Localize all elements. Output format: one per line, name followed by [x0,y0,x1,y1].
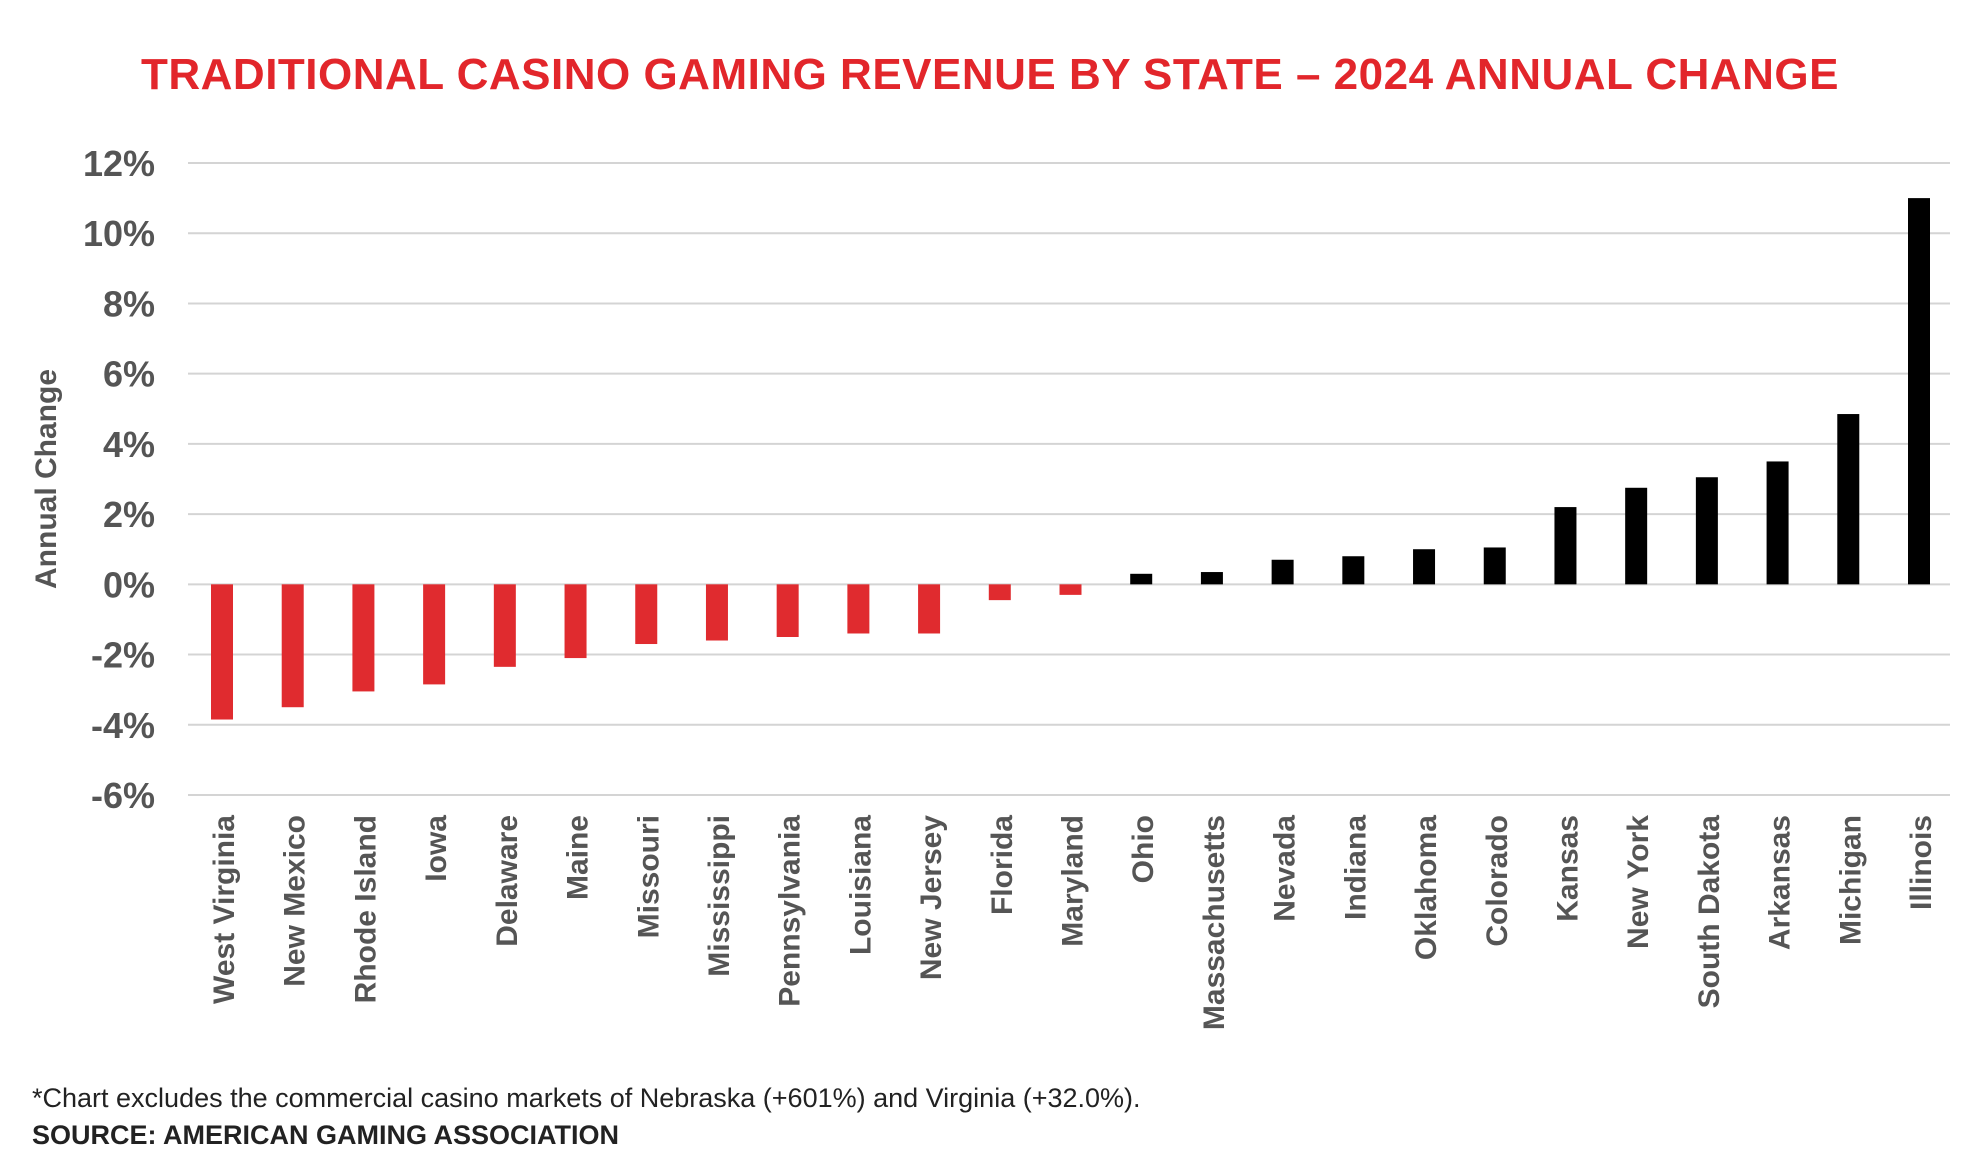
bar-ohio [1130,573,1153,585]
x-tick-label: Massachusetts [1198,815,1231,1030]
bar-arkansas [1766,461,1789,585]
y-axis-label: Annual Change [30,369,63,589]
x-tick-label: West Virginia [208,815,241,1004]
y-tick-label: 0% [103,564,155,605]
x-tick-label: Rhode Island [349,815,382,1003]
x-tick-label: Maine [562,815,595,900]
bar-new-york [1625,487,1648,585]
x-tick-label: Florida [986,815,1019,915]
x-tick-label: Nevada [1269,815,1302,922]
bar-michigan [1837,414,1860,585]
x-tick-label: Delaware [491,815,524,947]
x-tick-label: Pennsylvania [774,815,807,1007]
x-tick-labels: West Virginia New Mexico Rhode Island Iowa D… [208,815,1938,1030]
x-tick-label: Colorado [1481,815,1514,947]
bar-oklahoma [1413,549,1436,585]
x-tick-label: Oklahoma [1410,815,1443,960]
bar-missouri [635,584,658,645]
bar-kansas [1554,507,1577,585]
x-tick-label: Maryland [1057,815,1090,947]
bar-nevada [1271,559,1294,585]
x-tick-label: Indiana [1339,815,1372,920]
bar-massachusetts [1200,572,1223,585]
x-tick-label: Ohio [1127,815,1160,883]
y-tick-label: 8% [103,283,155,324]
bar-new-jersey [918,584,941,634]
y-tick-label: 6% [103,354,155,395]
y-tick-label: 12% [83,143,155,184]
x-tick-label: Iowa [420,815,453,882]
y-tick-labels: 12% 10% 8% 6% 4% 2% 0% -2% -4% -6% [83,143,155,816]
chart-title: TRADITIONAL CASINO GAMING REVENUE BY STA… [141,50,1839,99]
bar-pennsylvania [776,584,799,637]
y-tick-label: 2% [103,494,155,535]
footnote: *Chart excludes the commercial casino ma… [32,1083,1141,1113]
x-tick-label: Arkansas [1764,815,1797,950]
bar-colorado [1483,547,1506,585]
gridlines [188,162,1950,796]
bar-louisiana [847,584,870,634]
bar-florida [988,584,1011,601]
bar-new-mexico [281,584,304,708]
bar-iowa [423,584,446,685]
x-tick-label: New York [1622,815,1655,949]
bar-maine [564,584,587,659]
bar-south-dakota [1695,477,1718,585]
bar-chart: 12% 10% 8% 6% 4% 2% 0% -2% -4% -6% West Virginia N… [30,143,1950,1030]
bars [211,198,1930,720]
y-tick-label: -4% [91,705,155,746]
bar-delaware [493,584,516,667]
bar-west-virginia [211,584,233,720]
x-tick-label: Illinois [1905,815,1938,910]
y-tick-label: 10% [83,213,155,254]
source-note: SOURCE: AMERICAN GAMING ASSOCIATION [32,1120,619,1150]
y-tick-label: 4% [103,424,155,465]
x-tick-label: Mississippi [703,815,736,977]
x-tick-label: New Jersey [915,815,948,980]
x-tick-label: South Dakota [1693,815,1726,1009]
bar-rhode-island [352,584,375,692]
bar-indiana [1342,556,1365,585]
x-tick-label: Louisiana [844,815,877,955]
y-tick-label: -6% [91,775,155,816]
bar-illinois [1908,198,1930,585]
y-tick-label: -2% [91,635,155,676]
x-tick-label: Missouri [632,815,665,938]
x-tick-label: Michigan [1834,815,1867,945]
x-tick-label: Kansas [1551,815,1584,922]
bar-mississippi [705,584,728,641]
x-tick-label: New Mexico [279,815,312,987]
bar-maryland [1059,584,1082,595]
